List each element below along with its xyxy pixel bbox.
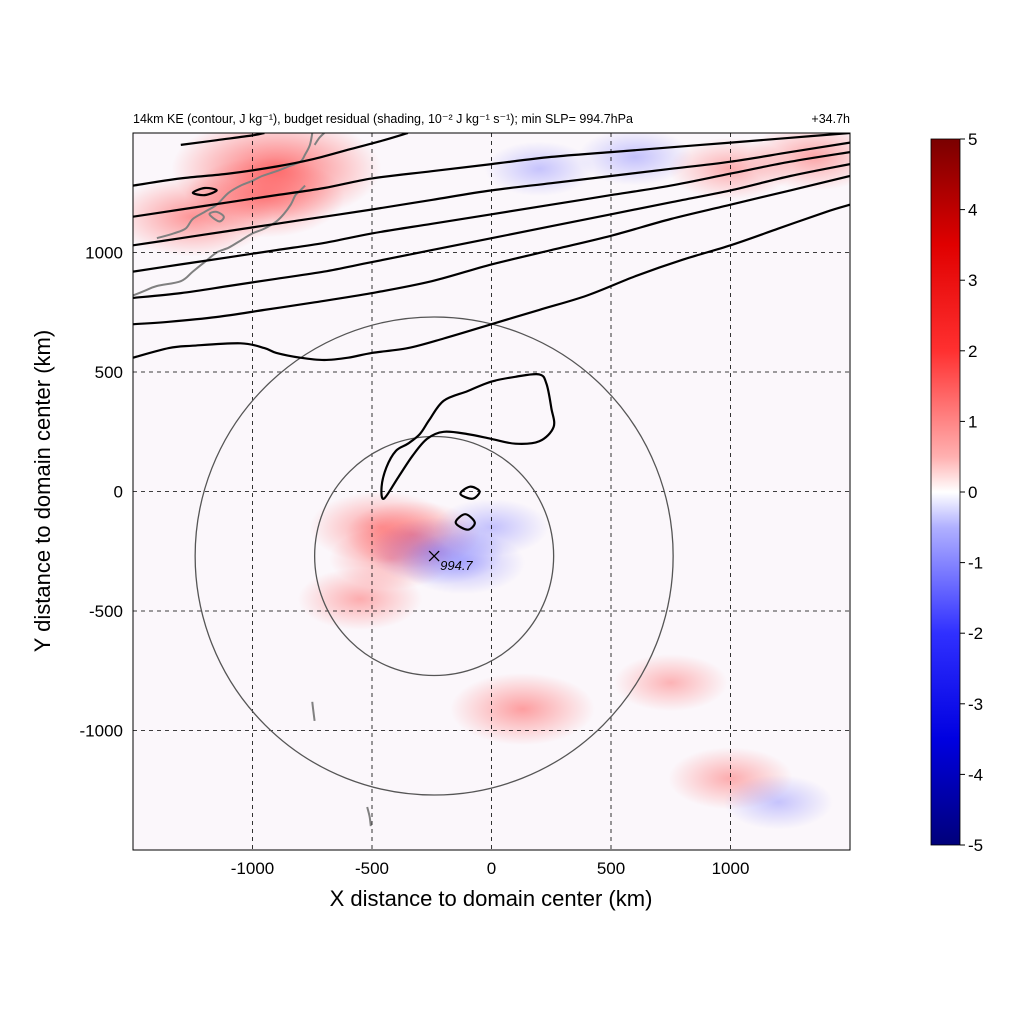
colorbar-gradient [930, 138, 961, 846]
ke-contour [454, 513, 476, 531]
colorbar-tick-label: 5 [968, 130, 977, 149]
colorbar-tick-label: 1 [968, 412, 977, 431]
coastline [366, 806, 372, 827]
storm-center-marker: 994.7 [428, 550, 473, 573]
y-tick-label: 0 [114, 483, 123, 502]
colorbar-tick-label: 3 [968, 271, 977, 290]
ke-contour [133, 151, 850, 273]
ke-contour [459, 485, 481, 500]
colorbar-tick-label: -4 [968, 765, 983, 784]
colorbar-tick-label: 0 [968, 483, 977, 502]
plot-frame [132, 132, 851, 851]
x-tick-label: 1000 [712, 859, 750, 878]
ke-contour [133, 133, 850, 218]
positive-residual-blob [450, 672, 595, 746]
x-tick-label: -500 [355, 859, 389, 878]
ke-contour [133, 174, 850, 326]
colorbar-tick-label: -3 [968, 695, 983, 714]
colorbar: 5 4 3 2 1 0 -1 -2 -3 -4 -5 [930, 130, 983, 855]
chart-title: 14km KE (contour, J kg⁻¹), budget residu… [133, 112, 633, 126]
coastline [311, 701, 316, 722]
y-tick-label: 500 [95, 363, 123, 382]
colorbar-tick-label: -5 [968, 836, 983, 855]
negative-residual-blob [484, 141, 594, 197]
positive-residual-blob [297, 567, 423, 631]
coastline [156, 133, 314, 240]
x-tick-label: -1000 [231, 859, 274, 878]
plot-area: 994.7 [132, 132, 851, 851]
positive-residual-blob [613, 654, 728, 712]
colorbar-tick-label: 2 [968, 342, 977, 361]
colorbar-tick-label: -1 [968, 554, 983, 573]
ke-contour [133, 203, 850, 362]
colorbar-tick-label: 4 [968, 201, 977, 220]
ke-contour [133, 133, 409, 187]
y-tick-label: 1000 [85, 244, 123, 263]
range-circle [313, 435, 555, 677]
coastline-layer [133, 133, 372, 827]
colorbar-tick-label: -2 [968, 624, 983, 643]
y-tick-label: -1000 [80, 722, 123, 741]
x-axis-label: X distance to domain center (km) [330, 886, 653, 911]
min-slp-label: 994.7 [440, 558, 473, 573]
ke-contour-layer [133, 133, 850, 531]
storm-center-cross [428, 550, 440, 562]
range-circles [194, 316, 674, 796]
negative-residual-blob [723, 774, 833, 830]
colorbar-ticks: 5 4 3 2 1 0 -1 -2 -3 -4 -5 [960, 130, 983, 855]
x-tick-label: 500 [597, 859, 625, 878]
coastline [208, 210, 225, 223]
ke-contour [133, 163, 850, 299]
ke-contour [191, 186, 218, 197]
range-circle [194, 316, 674, 796]
y-axis-label: Y distance to domain center (km) [30, 330, 55, 652]
x-tick-label: 0 [487, 859, 496, 878]
shading-layer [133, 133, 850, 830]
time-label: +34.7h [811, 112, 850, 126]
coastline [313, 133, 325, 146]
y-tick-label: -500 [89, 602, 123, 621]
coastline [133, 184, 306, 297]
x-axis-ticks: -1000 -500 0 500 1000 [231, 859, 750, 878]
ke-contour [180, 133, 265, 146]
ke-contour [133, 141, 850, 247]
ke-contour [380, 373, 556, 500]
negative-residual-blob [577, 133, 693, 186]
y-axis-ticks: -1000 -500 0 500 1000 [80, 244, 123, 741]
